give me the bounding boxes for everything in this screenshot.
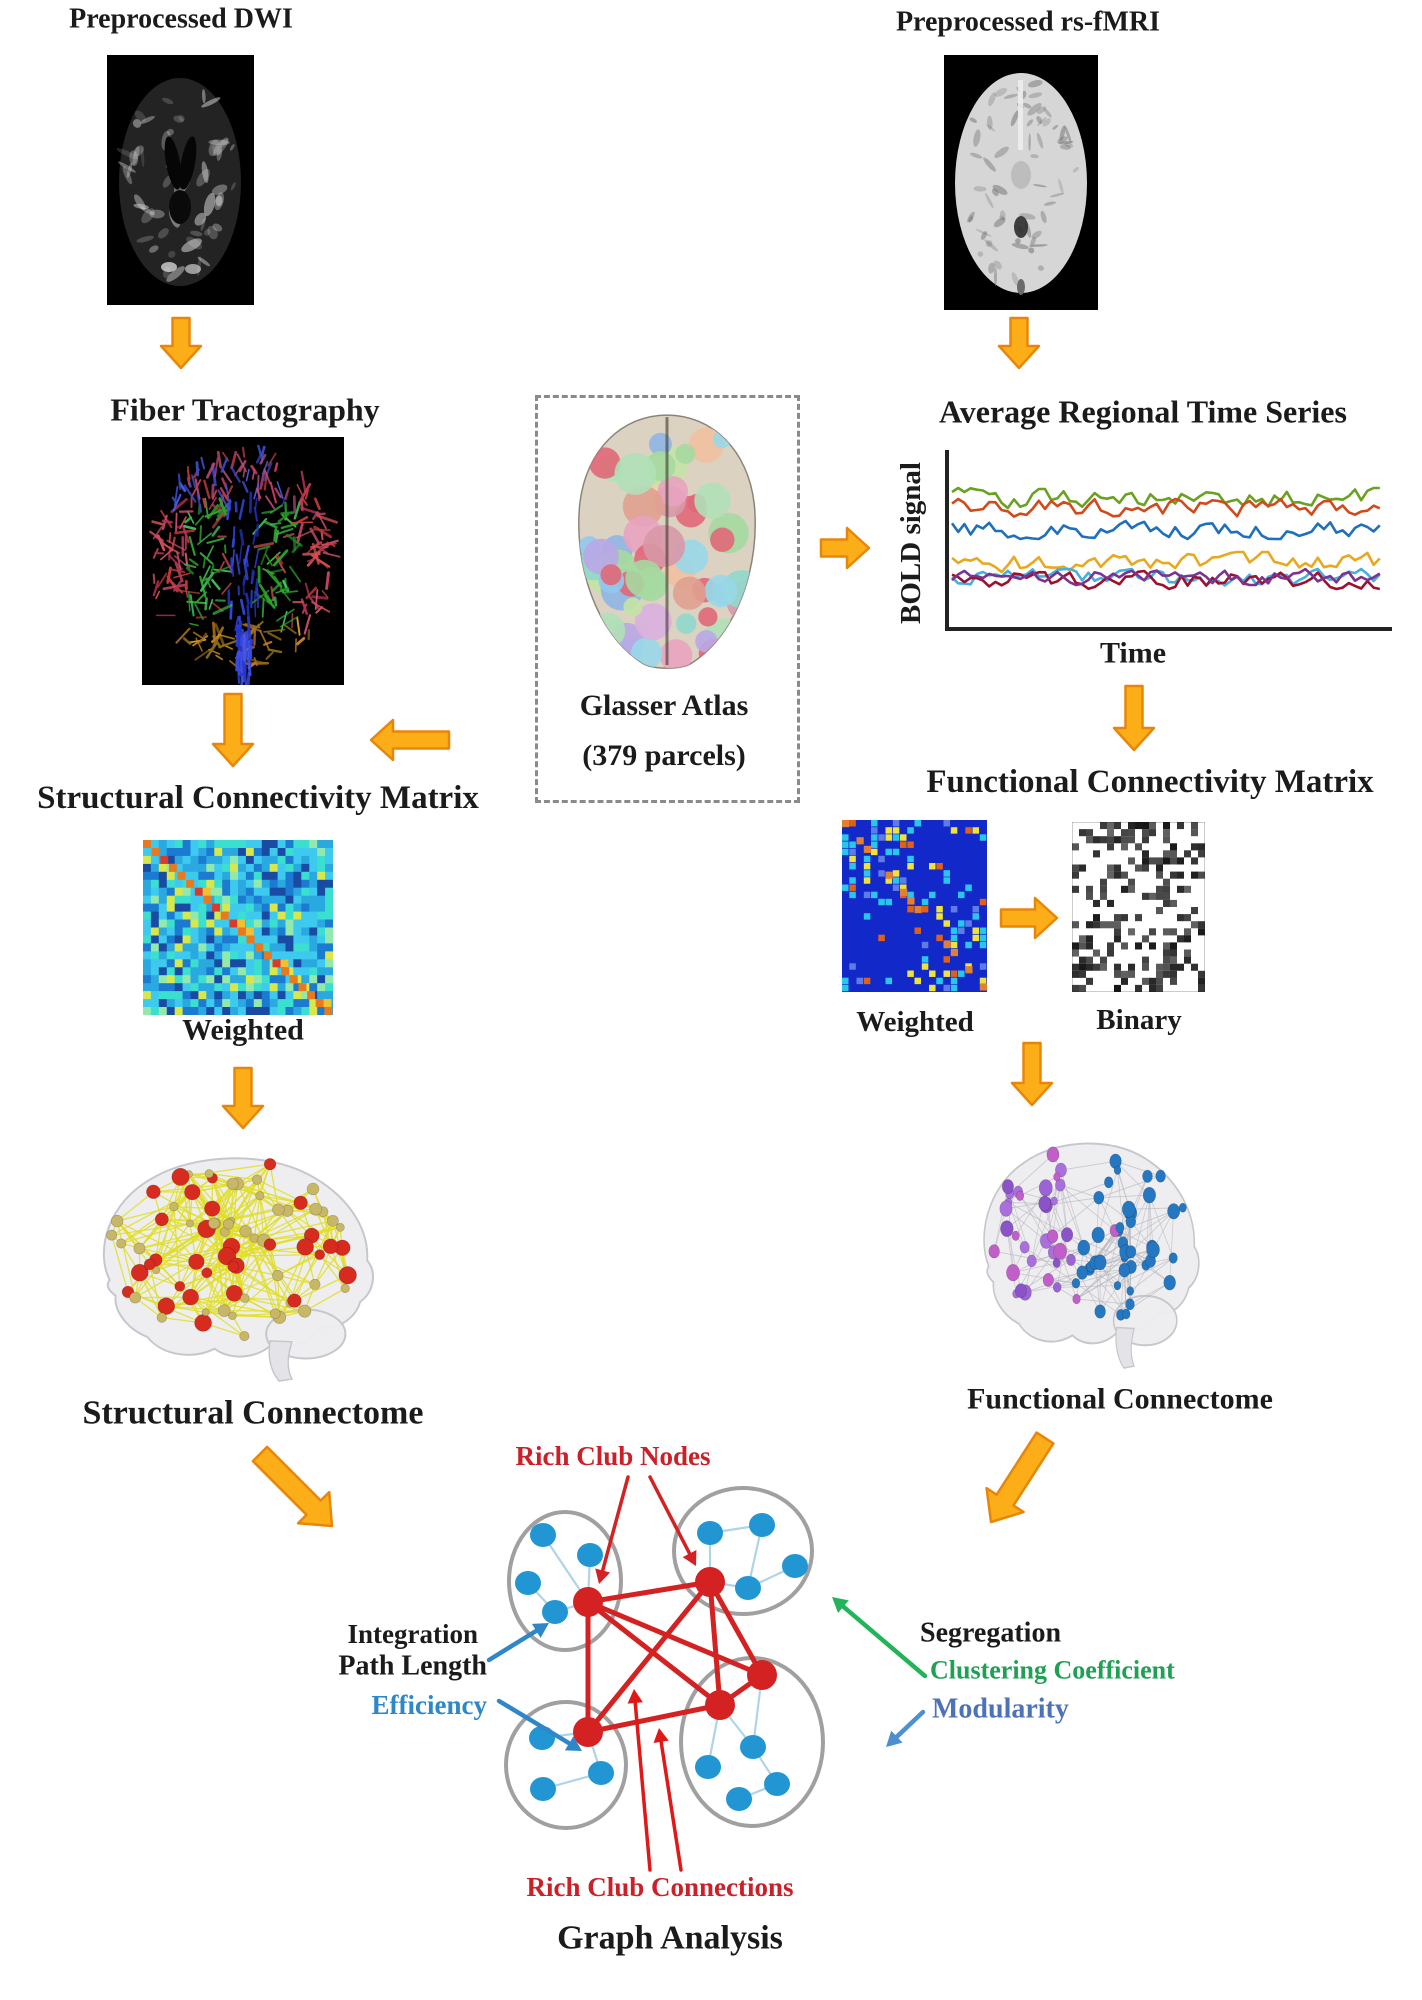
- glasser-atlas-box: [535, 395, 800, 803]
- tractography-title: Fiber Tractography: [110, 391, 380, 428]
- functional-weighted-matrix-image: [842, 820, 987, 992]
- fmri-brain-image: [944, 55, 1098, 310]
- dwi-title: Preprocessed DWI: [69, 3, 293, 35]
- path-length-label: Path Length: [338, 1650, 487, 1682]
- structural-connectome-image: [102, 1157, 374, 1382]
- modularity-label: Modularity: [932, 1693, 1069, 1725]
- clustering-coefficient-label: Clustering Coefficient: [930, 1655, 1175, 1685]
- functional-matrix-title: Functional Connectivity Matrix: [926, 763, 1374, 800]
- graph-analysis-diagram: [486, 1475, 928, 1872]
- integration-label: Integration: [347, 1619, 479, 1650]
- functional-binary-matrix-image: [1072, 822, 1205, 992]
- graph-analysis-title: Graph Analysis: [557, 1919, 783, 1957]
- efficiency-label: Efficiency: [371, 1690, 487, 1721]
- timeseries-title: Average Regional Time Series: [939, 393, 1347, 430]
- structural-connectome-label: Structural Connectome: [82, 1394, 424, 1432]
- glasser-atlas-brain-image: [578, 414, 756, 669]
- time-axis-label: Time: [1099, 636, 1167, 670]
- segregation-label: Segregation: [920, 1617, 1062, 1649]
- functional-binary-label: Binary: [1096, 1004, 1182, 1037]
- rich-club-nodes-label: Rich Club Nodes: [515, 1441, 711, 1472]
- structural-weighted-label: Weighted: [182, 1013, 304, 1047]
- functional-connectome-label: Functional Connectome: [967, 1382, 1273, 1416]
- atlas-label-line1: Glasser Atlas: [579, 689, 749, 722]
- structural-matrix-title: Structural Connectivity Matrix: [37, 779, 479, 816]
- bold-signal-axis-label: BOLD signal: [895, 462, 928, 624]
- atlas-label-line2: (379 parcels): [582, 739, 746, 772]
- bold-timeseries-plot: [945, 450, 1392, 631]
- atlas-label: Glasser Atlas (379 parcels): [580, 681, 749, 781]
- functional-connectome-image: [983, 1142, 1200, 1369]
- fmri-title: Preprocessed rs-fMRI: [895, 6, 1161, 38]
- tractography-image: [142, 437, 344, 685]
- structural-connectivity-matrix-image: [143, 840, 333, 1015]
- rich-club-connections-label: Rich Club Connections: [526, 1872, 794, 1903]
- dwi-brain-image: [107, 55, 254, 305]
- functional-weighted-label: Weighted: [856, 1006, 974, 1039]
